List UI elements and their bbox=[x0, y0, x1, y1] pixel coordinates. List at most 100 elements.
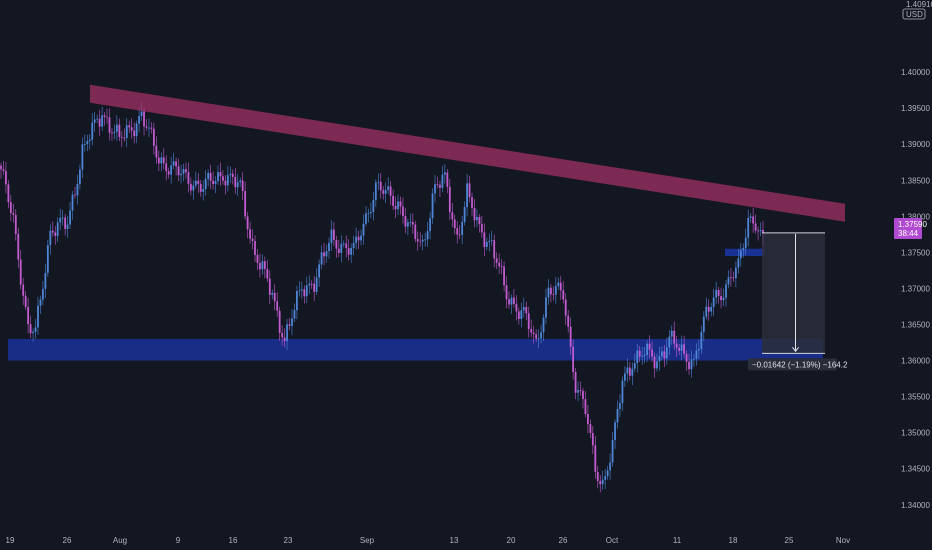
candle-body bbox=[567, 315, 570, 327]
candle-body bbox=[624, 373, 626, 381]
candle-body bbox=[120, 136, 123, 138]
candle-body bbox=[648, 343, 651, 350]
resistance-trendline[interactable] bbox=[90, 84, 845, 222]
candle-body bbox=[641, 356, 644, 357]
candle-body bbox=[51, 230, 54, 233]
candle-body bbox=[712, 297, 715, 308]
candle-body bbox=[628, 367, 631, 376]
candle-body bbox=[54, 232, 57, 236]
candle-body bbox=[480, 224, 483, 233]
candle-body bbox=[37, 305, 39, 328]
time-tick-label: 16 bbox=[229, 536, 238, 545]
candle-body bbox=[256, 255, 259, 263]
candle-body bbox=[330, 229, 333, 243]
price-axis[interactable]: 1.40910 USD 1.40000 1.39500 1.39000 1.38500… bbox=[901, 0, 932, 510]
candle-body bbox=[155, 145, 158, 158]
candle-body bbox=[399, 201, 402, 207]
price-axis-top-label: 1.40910 bbox=[906, 0, 932, 9]
candle-body bbox=[582, 390, 584, 400]
candle-body bbox=[320, 252, 323, 265]
candle-body bbox=[421, 239, 424, 242]
candle-body bbox=[754, 223, 757, 231]
candle-body bbox=[357, 236, 360, 241]
candle-body bbox=[478, 217, 481, 225]
candle-body bbox=[690, 359, 693, 370]
candle-body bbox=[194, 180, 197, 186]
candle-body bbox=[325, 251, 328, 257]
candle-body bbox=[170, 165, 173, 175]
candle-body bbox=[569, 326, 572, 347]
candle-body bbox=[56, 222, 59, 236]
candle-body bbox=[231, 173, 234, 177]
candle-body bbox=[471, 197, 473, 208]
candle-body bbox=[360, 235, 362, 241]
candle-body bbox=[665, 347, 668, 359]
candle-body bbox=[81, 144, 84, 170]
candle-body bbox=[589, 424, 592, 434]
price-range-measure[interactable]: −0.01642 (−1.19%) −164.2 bbox=[748, 232, 848, 371]
candle-body bbox=[296, 291, 298, 311]
candle-body bbox=[103, 115, 106, 117]
candle-body bbox=[463, 207, 466, 222]
candle-body bbox=[587, 413, 589, 425]
candle-body bbox=[535, 334, 538, 339]
candle-body bbox=[226, 175, 229, 186]
candle-body bbox=[162, 157, 165, 164]
candle-body bbox=[288, 324, 291, 326]
candle-body bbox=[557, 282, 560, 286]
candle-body bbox=[69, 210, 71, 225]
candle-body bbox=[697, 349, 700, 351]
candle-body bbox=[530, 328, 533, 333]
candle-body bbox=[382, 190, 385, 194]
candle-body bbox=[725, 284, 727, 298]
currency-badge[interactable] bbox=[902, 8, 926, 20]
candle-body bbox=[367, 213, 370, 214]
time-axis[interactable]: 19 26 Aug 9 16 23 Sep 13 20 26 Oct 11 18 25 Nov bbox=[6, 536, 851, 545]
candle-body bbox=[675, 343, 678, 348]
candle-body bbox=[254, 241, 256, 256]
candle-body bbox=[86, 141, 89, 145]
candle-body bbox=[152, 128, 155, 146]
candle-body bbox=[333, 229, 335, 241]
candle-body bbox=[266, 269, 269, 279]
candle-body bbox=[419, 241, 422, 243]
price-tick-label: 1.37500 bbox=[901, 248, 930, 257]
candle-body bbox=[431, 193, 434, 219]
candle-body bbox=[187, 172, 190, 184]
candle-body bbox=[700, 331, 703, 350]
price-tick-label: 1.36500 bbox=[901, 321, 930, 330]
candle-body bbox=[572, 346, 575, 373]
candle-body bbox=[411, 222, 414, 225]
last-price-marker: 1.37590 38:44 bbox=[894, 218, 927, 239]
candle-body bbox=[508, 299, 510, 305]
candle-body bbox=[527, 313, 530, 329]
time-tick-label: 19 bbox=[6, 536, 15, 545]
candle-body bbox=[246, 216, 249, 230]
candle-body bbox=[406, 222, 409, 227]
time-tick-label: Oct bbox=[606, 536, 619, 545]
price-tick-label: 1.35500 bbox=[901, 393, 930, 402]
candle-body bbox=[744, 237, 747, 249]
candle-body bbox=[46, 245, 49, 273]
candle-body bbox=[340, 243, 343, 253]
candle-body bbox=[614, 422, 616, 441]
candle-body bbox=[79, 169, 81, 185]
candle-body bbox=[355, 236, 358, 243]
candle-body bbox=[362, 223, 365, 236]
candle-body bbox=[596, 471, 599, 481]
candle-body bbox=[537, 338, 540, 340]
candle-body bbox=[32, 331, 34, 334]
candle-body bbox=[493, 240, 496, 259]
candle-body bbox=[106, 116, 108, 118]
small-support-zone[interactable] bbox=[725, 248, 765, 256]
support-zone[interactable] bbox=[8, 338, 823, 361]
candle-body bbox=[636, 350, 639, 364]
candle-body bbox=[554, 285, 557, 295]
candle-body bbox=[66, 224, 69, 229]
candle-body bbox=[673, 330, 676, 344]
time-tick-label: 9 bbox=[176, 536, 181, 545]
candle-body bbox=[172, 161, 175, 166]
candle-body bbox=[98, 118, 101, 127]
candle-body bbox=[283, 337, 286, 342]
